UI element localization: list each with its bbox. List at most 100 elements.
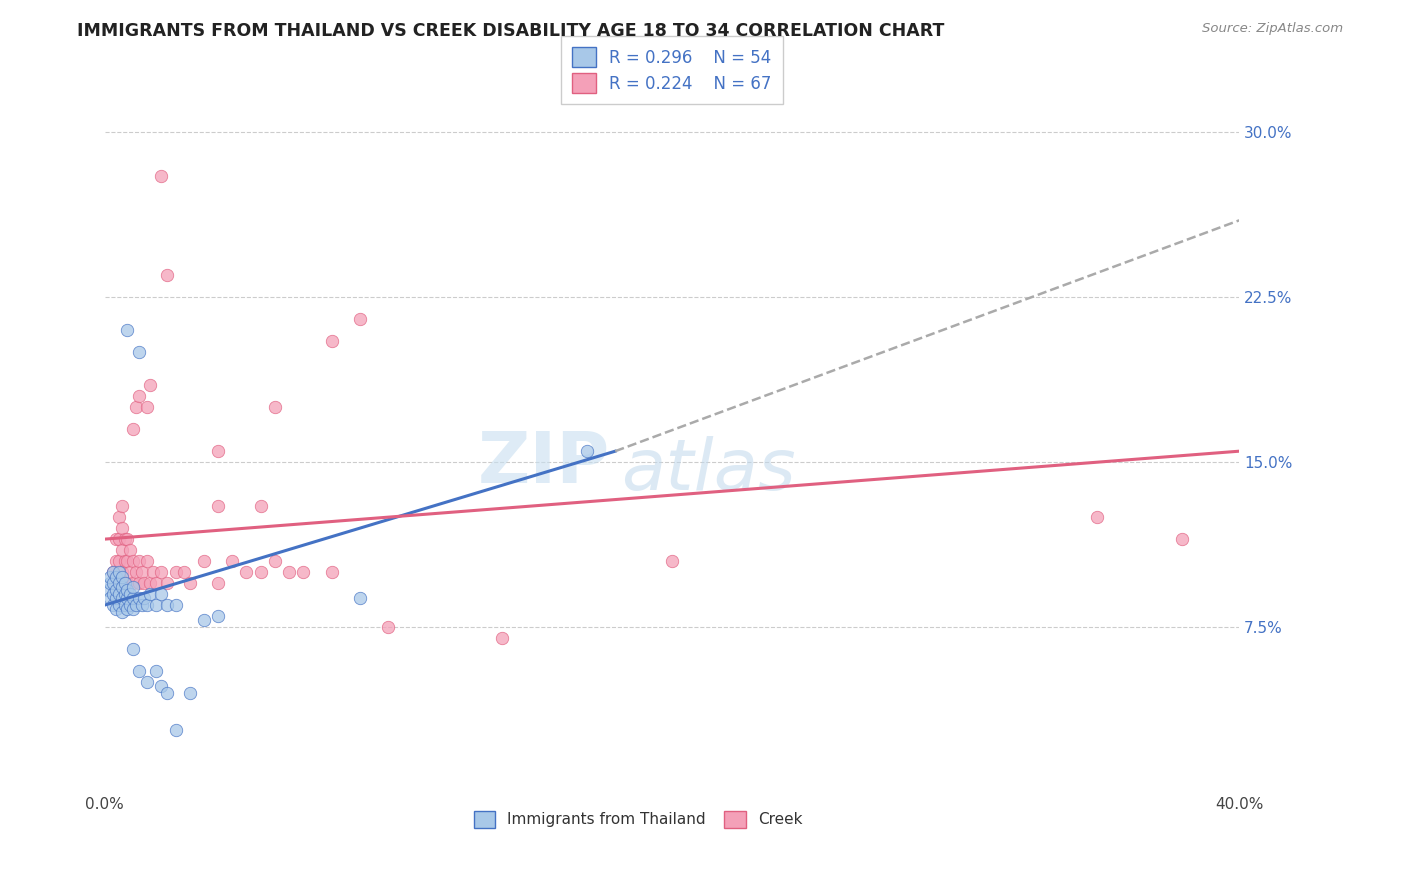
Point: [1171, 532, 1194, 546]
Point: [263, 401, 285, 415]
Point: [136, 401, 159, 415]
Point: [122, 591, 145, 606]
Point: [136, 554, 159, 568]
Point: [221, 554, 243, 568]
Point: [128, 554, 150, 568]
Point: [114, 554, 136, 568]
Point: [98, 591, 121, 606]
Point: [179, 576, 201, 591]
Point: [145, 598, 167, 612]
Point: [207, 576, 229, 591]
Text: IMMIGRANTS FROM THAILAND VS CREEK DISABILITY AGE 18 TO 34 CORRELATION CHART: IMMIGRANTS FROM THAILAND VS CREEK DISABI…: [77, 22, 945, 40]
Point: [661, 554, 683, 568]
Point: [111, 569, 134, 583]
Point: [134, 591, 156, 606]
Point: [122, 642, 145, 657]
Point: [125, 565, 148, 579]
Point: [125, 598, 148, 612]
Point: [156, 576, 179, 591]
Point: [108, 598, 131, 612]
Point: [117, 591, 139, 606]
Text: ZIP: ZIP: [477, 429, 610, 498]
Point: [128, 591, 150, 606]
Point: [105, 532, 128, 546]
Point: [139, 378, 162, 392]
Point: [235, 565, 257, 579]
Point: [150, 680, 173, 694]
Point: [139, 587, 162, 601]
Point: [98, 569, 121, 583]
Point: [193, 554, 215, 568]
Point: [292, 565, 315, 579]
Point: [103, 587, 125, 601]
Point: [105, 591, 128, 606]
Point: [120, 598, 142, 612]
Point: [108, 510, 131, 524]
Point: [128, 664, 150, 678]
Point: [145, 664, 167, 678]
Point: [122, 581, 145, 595]
Point: [108, 565, 131, 579]
Point: [117, 576, 139, 591]
Point: [136, 675, 159, 690]
Point: [377, 620, 399, 634]
Point: [249, 565, 271, 579]
Point: [131, 565, 153, 579]
Point: [207, 444, 229, 458]
Point: [114, 576, 136, 591]
Text: atlas: atlas: [621, 436, 796, 505]
Point: [349, 591, 371, 606]
Point: [156, 598, 179, 612]
Point: [193, 614, 215, 628]
Point: [145, 576, 167, 591]
Point: [122, 422, 145, 436]
Point: [103, 565, 125, 579]
Point: [179, 686, 201, 700]
Point: [173, 565, 195, 579]
Point: [321, 334, 343, 349]
Point: [111, 565, 134, 579]
Point: [108, 554, 131, 568]
Point: [111, 499, 134, 513]
Point: [108, 576, 131, 591]
Point: [117, 582, 139, 597]
Point: [136, 598, 159, 612]
Point: [207, 609, 229, 624]
Point: [114, 532, 136, 546]
Point: [207, 499, 229, 513]
Point: [120, 587, 142, 601]
Point: [122, 602, 145, 616]
Point: [131, 598, 153, 612]
Point: [122, 554, 145, 568]
Point: [165, 723, 187, 738]
Point: [114, 598, 136, 612]
Point: [111, 521, 134, 535]
Point: [349, 312, 371, 326]
Point: [263, 554, 285, 568]
Point: [575, 444, 598, 458]
Point: [111, 605, 134, 619]
Point: [111, 581, 134, 595]
Point: [108, 587, 131, 601]
Point: [96, 582, 118, 597]
Point: [117, 323, 139, 337]
Point: [156, 268, 179, 283]
Point: [125, 401, 148, 415]
Point: [134, 576, 156, 591]
Point: [128, 345, 150, 359]
Point: [150, 169, 173, 184]
Point: [249, 499, 271, 513]
Point: [98, 576, 121, 591]
Point: [105, 602, 128, 616]
Point: [120, 543, 142, 558]
Point: [105, 582, 128, 597]
Point: [114, 587, 136, 601]
Point: [103, 565, 125, 579]
Point: [103, 576, 125, 591]
Point: [150, 565, 173, 579]
Point: [117, 602, 139, 616]
Point: [491, 631, 513, 645]
Point: [111, 591, 134, 606]
Point: [105, 554, 128, 568]
Point: [108, 576, 131, 591]
